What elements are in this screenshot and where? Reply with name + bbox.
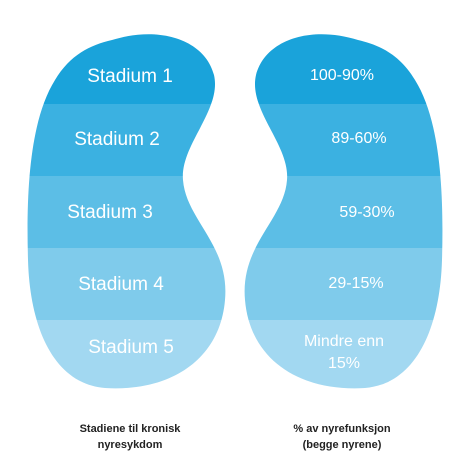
percent-label-4: 29-15%	[328, 275, 383, 292]
caption-stages: Stadiene til kronisk nyresykdom	[79, 423, 181, 451]
percent-label-5-line-2: 15%	[328, 355, 360, 372]
stage-label-4: Stadium 4	[78, 274, 164, 295]
percent-label-5-line-1: Mindre enn	[304, 333, 384, 350]
left-band-stage-1	[27, 34, 226, 104]
left-band-stage-5	[27, 320, 226, 389]
stage-label-3: Stadium 3	[67, 202, 153, 223]
percent-label-2: 89-60%	[331, 130, 386, 147]
left-band-stage-4	[27, 248, 226, 320]
caption-kidney-function: % av nyrefunksjon (begge nyrene)	[293, 423, 391, 451]
stage-label-5: Stadium 5	[88, 337, 174, 358]
right-band-stage-1	[244, 34, 443, 104]
right-band-stage-4	[244, 248, 443, 320]
stage-label-2: Stadium 2	[74, 129, 160, 150]
percent-label-3: 59-30%	[339, 204, 394, 221]
percent-label-1: 100-90%	[310, 67, 374, 84]
stage-label-1: Stadium 1	[87, 66, 173, 87]
